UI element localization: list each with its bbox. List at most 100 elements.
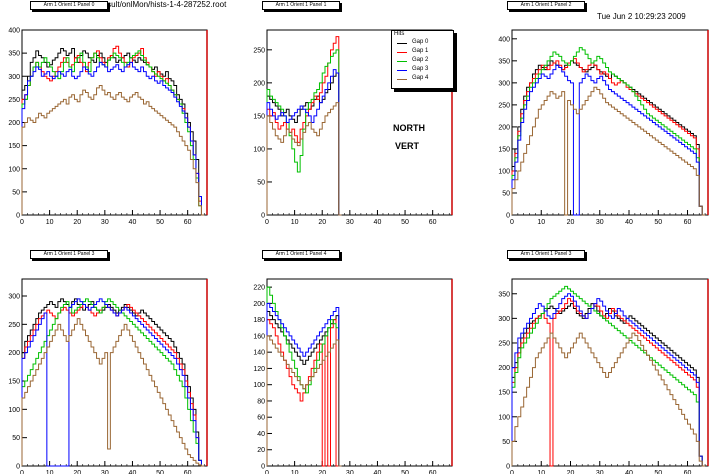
y-tick-label: 220	[253, 285, 265, 292]
x-tick-label: 50	[401, 219, 409, 226]
y-tick-label: 0	[506, 213, 510, 220]
panel-title-1: Arm 1 Orient 1 Panel 1	[262, 1, 340, 10]
y-tick-label: 50	[257, 179, 265, 186]
x-tick-label: 50	[654, 219, 662, 226]
series-line-gap3	[21, 61, 205, 216]
x-tick-label: 60	[184, 219, 192, 226]
series-line-gap3	[21, 298, 205, 467]
x-tick-label: 30	[346, 219, 354, 226]
legend-label-gap2: Gap 2	[412, 57, 429, 63]
legend-swatch-gap1	[397, 52, 407, 53]
histogram-panel-2: 0 10 20 30 40 50 60 0 50 100 150 200 250 300 350 400	[498, 29, 709, 226]
x-tick-label: 10	[537, 470, 545, 474]
legend-label-gap3: Gap 3	[412, 66, 429, 72]
x-tick-label: 20	[318, 219, 326, 226]
series-line-gap2	[21, 50, 205, 216]
series-line-gap4	[266, 335, 342, 467]
y-tick-label: 250	[8, 97, 20, 104]
file-path-label: result/onlMon/hists-1-4-287252.root	[100, 0, 227, 9]
x-tick-label: 20	[73, 470, 81, 474]
x-tick-label: 30	[101, 219, 109, 226]
x-tick-label: 30	[596, 470, 604, 474]
legend-swatch-gap0	[397, 43, 407, 44]
y-tick-label: 200	[253, 301, 265, 308]
x-tick-label: 40	[129, 219, 137, 226]
panel-title-2: Arm 1 Orient 1 Panel 2	[507, 1, 585, 10]
y-tick-label: 350	[498, 58, 510, 65]
legend-entry-gap3: Gap 3	[394, 66, 452, 75]
y-tick-label: 400	[498, 36, 510, 43]
histogram-panel-1: 0 10 20 30 40 50 60 0 50 100 150 200 250	[253, 29, 453, 226]
y-tick-label: 80	[257, 398, 265, 405]
panel-title-4: Arm 1 Orient 1 Panel 4	[262, 250, 340, 259]
x-tick-label: 50	[156, 470, 164, 474]
legend-swatch-gap4	[397, 79, 407, 80]
y-tick-label: 150	[8, 143, 20, 150]
series-line-gap1	[21, 304, 205, 467]
x-tick-label: 60	[184, 470, 192, 474]
series-line-gap3	[266, 69, 342, 216]
x-tick-label: 30	[346, 470, 354, 474]
series-line-gap1	[511, 58, 706, 216]
y-tick-label: 100	[253, 146, 265, 153]
y-tick-label: 100	[253, 382, 265, 389]
x-tick-label: 50	[401, 470, 409, 474]
x-tick-label: 20	[73, 219, 81, 226]
series-line-gap0	[266, 72, 342, 216]
legend-title: Hits	[394, 31, 405, 37]
y-tick-label: 140	[253, 350, 265, 357]
legend-entry-gap4: Gap 4	[394, 75, 452, 84]
x-tick-label: 10	[291, 219, 299, 226]
y-tick-label: 50	[502, 190, 510, 197]
x-tick-label: 10	[46, 219, 54, 226]
north-annotation: NORTH	[393, 123, 425, 133]
series-line-gap3	[266, 302, 342, 467]
x-tick-label: 20	[567, 219, 575, 226]
x-tick-label: 60	[429, 219, 437, 226]
x-tick-label: 40	[129, 470, 137, 474]
series-line-gap3	[511, 293, 706, 467]
series-line-gap2	[21, 298, 205, 467]
y-tick-label: 200	[253, 80, 265, 87]
y-tick-label: 20	[257, 447, 265, 454]
x-tick-label: 0	[20, 470, 24, 474]
y-tick-label: 250	[498, 102, 510, 109]
legend-swatch-gap2	[397, 61, 407, 62]
y-tick-label: 60	[257, 415, 265, 422]
y-tick-label: 50	[12, 189, 20, 196]
y-tick-label: 300	[498, 316, 510, 323]
histogram-panel-4: 0 10 20 30 40 50 60 0 20 40 60 80 100 120 140 160 180 200…	[253, 278, 453, 474]
y-tick-label: 0	[506, 464, 510, 471]
y-tick-label: 250	[253, 47, 265, 54]
legend-box: Hits Gap 0 Gap 1 Gap 2 Gap 3 Gap 4	[391, 30, 454, 89]
x-tick-label: 20	[567, 470, 575, 474]
series-line-gap2	[511, 285, 706, 467]
y-tick-label: 400	[8, 28, 20, 35]
y-tick-label: 50	[502, 439, 510, 446]
y-tick-label: 300	[498, 80, 510, 87]
legend-entry-gap2: Gap 2	[394, 57, 452, 66]
series-line-gap4	[511, 332, 706, 467]
y-tick-label: 100	[8, 407, 20, 414]
x-tick-label: 60	[429, 470, 437, 474]
y-tick-label: 250	[8, 322, 20, 329]
y-tick-label: 150	[498, 390, 510, 397]
series-line-gap1	[266, 319, 342, 467]
legend-entry-gap1: Gap 1	[394, 48, 452, 57]
series-line-gap4	[21, 318, 205, 467]
y-tick-label: 150	[253, 113, 265, 120]
legend-label-gap4: Gap 4	[412, 75, 429, 81]
y-tick-label: 250	[498, 340, 510, 347]
x-tick-label: 10	[291, 470, 299, 474]
series-line-gap4	[266, 102, 342, 216]
panel-title-5: Arm 1 Orient 1 Panel 3	[507, 250, 585, 259]
y-tick-label: 150	[498, 146, 510, 153]
x-tick-label: 0	[265, 470, 269, 474]
histogram-panel-3: 0 10 20 30 40 50 60 0 50 100 150 200 250 300	[8, 278, 208, 474]
x-tick-label: 0	[510, 470, 514, 474]
legend-swatch-gap3	[397, 70, 407, 71]
x-tick-label: 0	[20, 219, 24, 226]
y-tick-label: 40	[257, 431, 265, 438]
x-tick-label: 40	[625, 219, 633, 226]
y-tick-label: 120	[253, 366, 265, 373]
